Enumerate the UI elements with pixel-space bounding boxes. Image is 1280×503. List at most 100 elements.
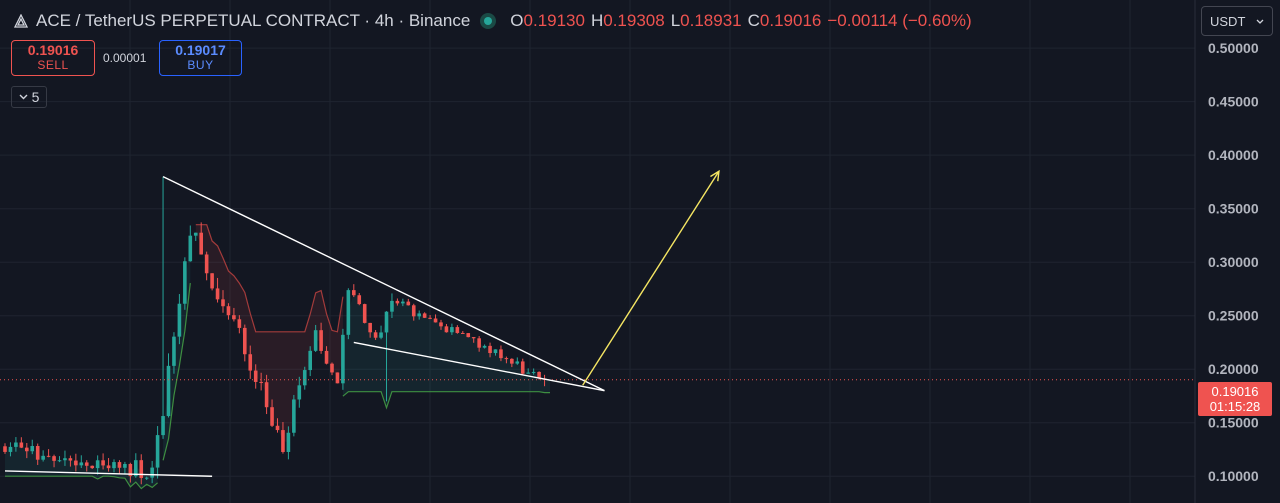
price-axis-tick-label: 0.25000	[1208, 308, 1259, 324]
candle-body	[411, 305, 416, 317]
candle-body	[520, 361, 525, 374]
candle-body	[537, 371, 541, 379]
candle-body	[144, 477, 149, 479]
candle-body	[46, 455, 51, 457]
candle-body	[324, 350, 329, 364]
candle-body	[352, 290, 356, 296]
projection-arrow-head	[710, 169, 720, 182]
price-axis[interactable]: 0.10000 0.15000 0.20000 0.25000 0.30000 0.350…	[1194, 0, 1280, 503]
candle-body	[74, 460, 78, 466]
candle-body	[35, 446, 40, 460]
currency-value: USDT	[1210, 13, 1246, 29]
candle-body	[150, 467, 154, 478]
candle-body	[346, 290, 351, 335]
candle-body	[199, 232, 203, 255]
candle-body	[84, 462, 89, 466]
candle-body	[297, 385, 302, 400]
candle-body	[253, 370, 258, 382]
last-price-label: 0.19016 01:15:28	[1198, 382, 1272, 416]
projection-arrow-line	[582, 170, 720, 386]
buy-button[interactable]: 0.19017 BUY	[159, 40, 242, 76]
candle-body	[57, 460, 62, 462]
candle-body	[52, 456, 56, 461]
supertrend-support-line	[5, 475, 158, 490]
indicators-collapse-button[interactable]: 5	[11, 86, 47, 108]
candle-body	[461, 332, 465, 334]
symbol-title[interactable]: ACE / TetherUS PERPETUAL CONTRACT · 4h ·…	[36, 11, 471, 30]
ohlc-change: −0.00114 (−0.60%)	[827, 11, 972, 30]
candle-body	[221, 299, 225, 307]
candle-body	[362, 304, 367, 323]
ohlc-high-value: 0.19308	[603, 11, 665, 30]
candle-body	[302, 370, 307, 386]
candle-body	[166, 365, 171, 417]
candle-body	[270, 407, 274, 426]
candle-body	[455, 327, 460, 333]
candle-body	[123, 463, 127, 468]
candle-body	[128, 463, 133, 477]
sell-button[interactable]: 0.19016 SELL	[11, 40, 95, 76]
candle-body	[172, 336, 176, 366]
candle-body	[30, 446, 35, 452]
symbol-logo-icon	[14, 14, 28, 28]
price-axis-background	[1195, 0, 1280, 503]
price-axis-tick-label: 0.40000	[1208, 147, 1259, 163]
candle-body	[134, 460, 138, 477]
ohlc-low-value: 0.18931	[680, 11, 742, 30]
candle-body	[101, 460, 105, 466]
candle-body	[90, 465, 94, 469]
candle-body	[335, 372, 340, 384]
candle-body	[112, 462, 116, 469]
candle-body	[215, 288, 220, 300]
price-axis-tick-label: 0.30000	[1208, 254, 1259, 270]
candle-body	[3, 446, 7, 452]
chevron-down-icon	[19, 94, 28, 100]
price-axis-tick-label: 0.45000	[1208, 94, 1259, 110]
candle-body	[183, 261, 187, 304]
candle-body	[428, 317, 432, 319]
ohlc-high-key: H	[590, 11, 604, 30]
candle-body	[433, 318, 438, 323]
candle-body	[319, 330, 323, 351]
ohlc-open-key: O	[510, 11, 524, 30]
candle-body	[226, 306, 231, 316]
candle-body	[275, 425, 280, 431]
supertrend-support-area	[342, 292, 550, 408]
candle-body	[204, 254, 209, 274]
price-axis-tick-label: 0.15000	[1208, 415, 1259, 431]
supertrend-support-line	[162, 283, 191, 461]
candle-body	[488, 345, 492, 354]
candle-body	[193, 232, 198, 236]
candle-body	[286, 432, 291, 452]
candle-body	[493, 349, 498, 354]
candle-body	[248, 354, 253, 371]
candle-body	[68, 458, 73, 461]
candle-body	[292, 399, 296, 433]
candle-body	[41, 455, 45, 460]
candle-body	[341, 334, 345, 384]
last-price-value: 0.19016	[1211, 384, 1259, 399]
candle-body	[308, 350, 312, 371]
candle-body	[95, 460, 100, 469]
price-axis-tick-label: 0.20000	[1208, 361, 1259, 377]
candle-body	[515, 361, 520, 364]
trendline	[353, 341, 605, 392]
candle-body	[471, 337, 476, 339]
sell-price: 0.19016	[27, 42, 79, 58]
market-open-status-icon	[480, 13, 497, 29]
supertrend-bands	[5, 224, 550, 490]
buy-label: BUY	[187, 58, 214, 72]
indicator-count: 5	[31, 89, 40, 105]
buy-price: 0.19017	[175, 42, 226, 58]
candle-body	[390, 300, 394, 312]
candle-body	[14, 442, 18, 447]
candle-body	[155, 435, 160, 468]
supertrend-resistance-area	[195, 224, 343, 443]
candle-body	[357, 295, 362, 305]
candle-body	[406, 301, 411, 306]
candles	[3, 176, 547, 485]
currency-select[interactable]: USDT	[1201, 6, 1273, 36]
candle-body	[477, 338, 481, 348]
candle-body	[177, 303, 182, 337]
